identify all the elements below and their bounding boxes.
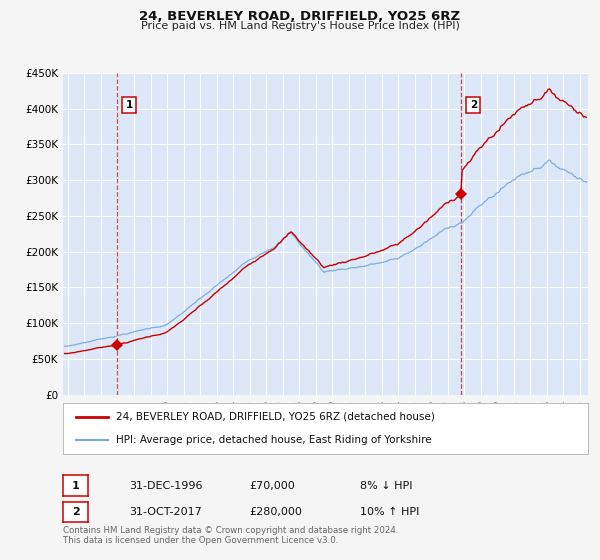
24, BEVERLEY ROAD, DRIFFIELD, YO25 6RZ (detached house) (424, 217, 431, 224)
HPI: Average price, detached house, East Riding of Yorkshire: (1.99e+03, 6.79e+04): Average price, detached house, East Ridi… (62, 343, 70, 349)
Text: 24, BEVERLEY ROAD, DRIFFIELD, YO25 6RZ: 24, BEVERLEY ROAD, DRIFFIELD, YO25 6RZ (139, 10, 461, 22)
Text: £70,000: £70,000 (249, 480, 295, 491)
Text: This data is licensed under the Open Government Licence v3.0.: This data is licensed under the Open Gov… (63, 536, 338, 545)
24, BEVERLEY ROAD, DRIFFIELD, YO25 6RZ (detached house) (296, 238, 303, 245)
24, BEVERLEY ROAD, DRIFFIELD, YO25 6RZ (detached house) (443, 199, 451, 206)
HPI: Average price, detached house, East Riding of Yorkshire: (2.02e+03, 2.33e+05): Average price, detached house, East Ridi… (443, 225, 451, 231)
Text: 2: 2 (470, 100, 477, 110)
HPI: Average price, detached house, East Riding of Yorkshire: (2e+03, 7.39e+04): Average price, detached house, East Ridi… (85, 339, 92, 346)
24, BEVERLEY ROAD, DRIFFIELD, YO25 6RZ (detached house) (202, 298, 209, 305)
24, BEVERLEY ROAD, DRIFFIELD, YO25 6RZ (detached house) (61, 350, 68, 357)
Text: 2: 2 (72, 507, 79, 517)
Text: HPI: Average price, detached house, East Riding of Yorkshire: HPI: Average price, detached house, East… (115, 435, 431, 445)
HPI: Average price, detached house, East Riding of Yorkshire: (2.02e+03, 2.15e+05): Average price, detached house, East Ridi… (424, 238, 431, 245)
Text: £280,000: £280,000 (249, 507, 302, 517)
24, BEVERLEY ROAD, DRIFFIELD, YO25 6RZ (detached house) (545, 86, 553, 92)
Text: 8% ↓ HPI: 8% ↓ HPI (360, 480, 413, 491)
Line: 24, BEVERLEY ROAD, DRIFFIELD, YO25 6RZ (detached house): 24, BEVERLEY ROAD, DRIFFIELD, YO25 6RZ (… (65, 89, 586, 353)
Text: 31-OCT-2017: 31-OCT-2017 (129, 507, 202, 517)
HPI: Average price, detached house, East Riding of Yorkshire: (2e+03, 1.4e+05): Average price, detached house, East Ridi… (202, 291, 209, 298)
24, BEVERLEY ROAD, DRIFFIELD, YO25 6RZ (detached house) (583, 114, 590, 121)
HPI: Average price, detached house, East Riding of Yorkshire: (2.03e+03, 2.98e+05): Average price, detached house, East Ridi… (583, 179, 590, 185)
Line: HPI: Average price, detached house, East Riding of Yorkshire: HPI: Average price, detached house, East… (65, 160, 586, 346)
Text: 1: 1 (72, 480, 79, 491)
Text: Price paid vs. HM Land Registry's House Price Index (HPI): Price paid vs. HM Land Registry's House … (140, 21, 460, 31)
HPI: Average price, detached house, East Riding of Yorkshire: (2.02e+03, 3.28e+05): Average price, detached house, East Ridi… (545, 157, 553, 164)
Text: 10% ↑ HPI: 10% ↑ HPI (360, 507, 419, 517)
HPI: Average price, detached house, East Riding of Yorkshire: (2.01e+03, 2.11e+05): Average price, detached house, East Ridi… (296, 240, 303, 247)
Text: 1: 1 (125, 100, 133, 110)
24, BEVERLEY ROAD, DRIFFIELD, YO25 6RZ (detached house) (85, 347, 92, 353)
Text: Contains HM Land Registry data © Crown copyright and database right 2024.: Contains HM Land Registry data © Crown c… (63, 526, 398, 535)
Text: 31-DEC-1996: 31-DEC-1996 (129, 480, 203, 491)
HPI: Average price, detached house, East Riding of Yorkshire: (2.02e+03, 3.27e+05): Average price, detached house, East Ridi… (544, 157, 551, 164)
24, BEVERLEY ROAD, DRIFFIELD, YO25 6RZ (detached house) (62, 350, 70, 357)
Text: 24, BEVERLEY ROAD, DRIFFIELD, YO25 6RZ (detached house): 24, BEVERLEY ROAD, DRIFFIELD, YO25 6RZ (… (115, 412, 434, 422)
24, BEVERLEY ROAD, DRIFFIELD, YO25 6RZ (detached house) (544, 87, 551, 94)
HPI: Average price, detached house, East Riding of Yorkshire: (1.99e+03, 6.8e+04): Average price, detached house, East Ridi… (61, 343, 68, 349)
